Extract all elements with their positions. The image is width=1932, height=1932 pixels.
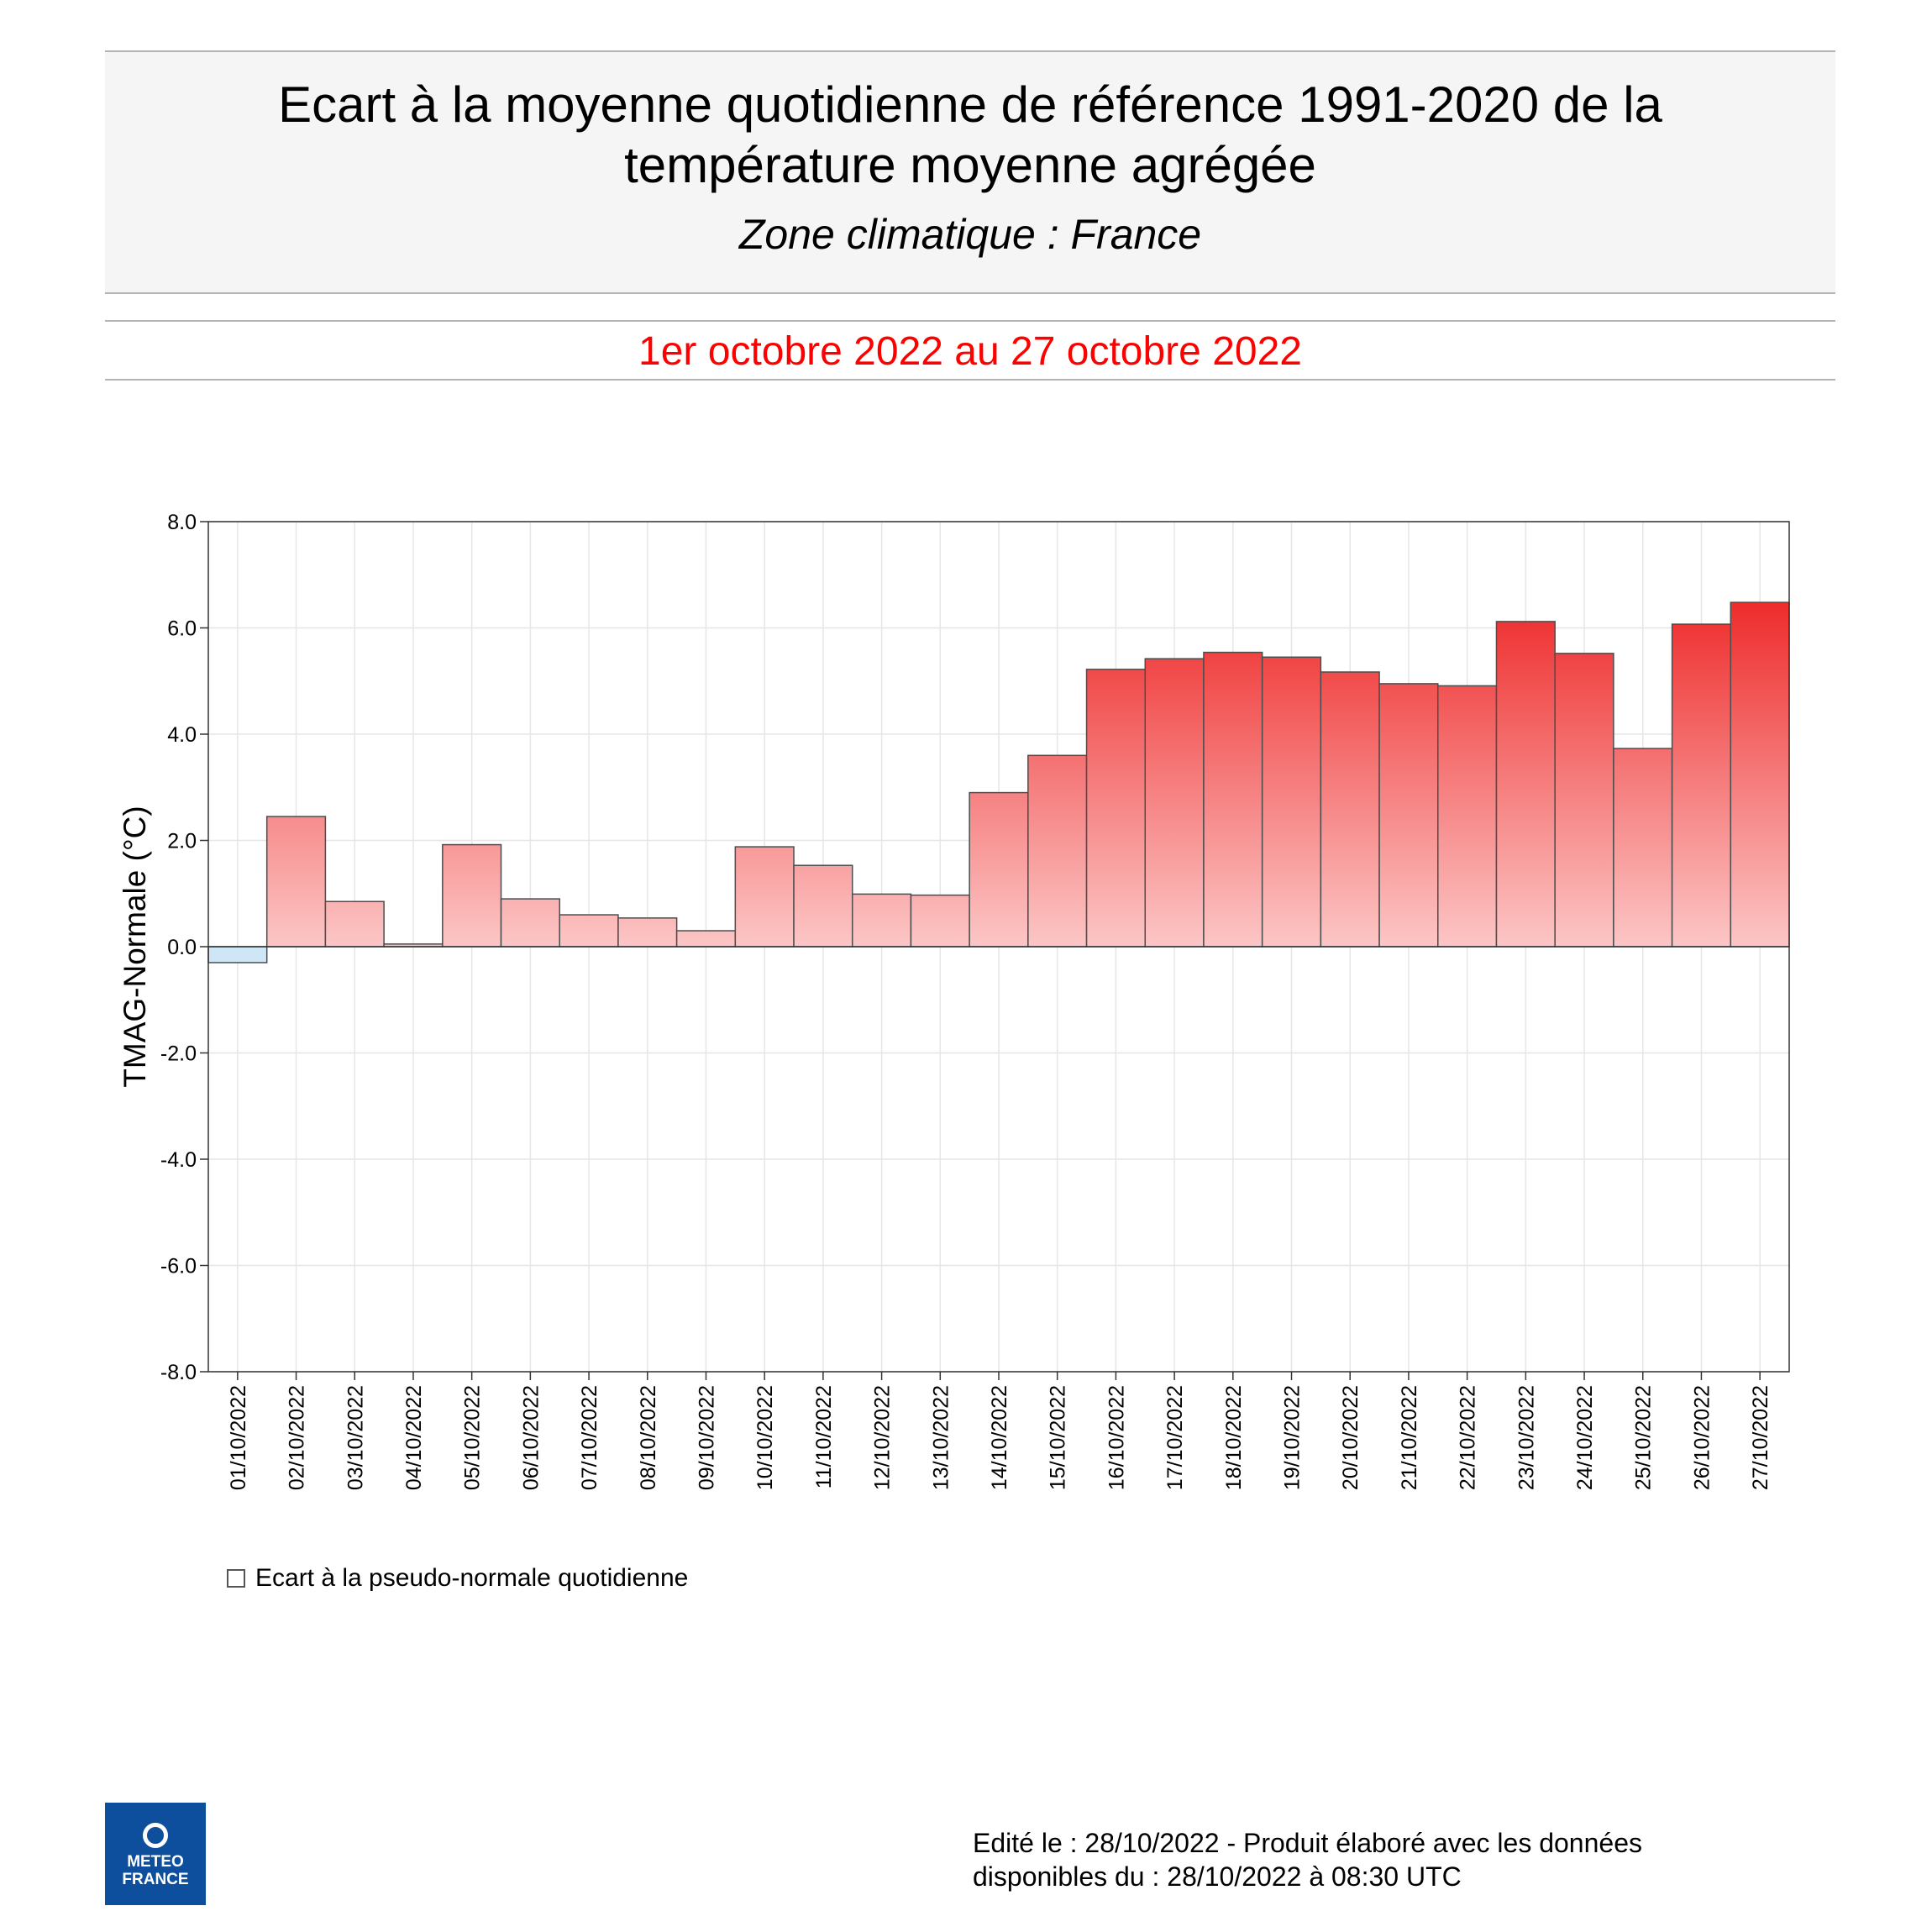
x-tick-label: 27/10/2022	[1749, 1385, 1772, 1490]
y-tick-label: 2.0	[167, 830, 197, 853]
bar	[324, 900, 385, 948]
bar	[1613, 748, 1673, 948]
x-tick-label: 12/10/2022	[871, 1385, 895, 1490]
bar	[265, 816, 327, 948]
bar	[617, 917, 678, 948]
legend-label: Ecart à la pseudo-normale quotidienne	[255, 1564, 689, 1592]
logo-text-line1: METEO	[127, 1853, 184, 1871]
period-label: 1er octobre 2022 au 27 octobre 2022	[638, 329, 1302, 374]
meteo-france-logo: METEO FRANCE	[105, 1803, 206, 1905]
logo-text-line2: FRANCE	[122, 1871, 189, 1888]
x-tick-label: 10/10/2022	[753, 1385, 777, 1490]
x-tick-label: 06/10/2022	[519, 1385, 543, 1490]
bar	[1320, 671, 1380, 948]
x-tick-label: 05/10/2022	[461, 1385, 485, 1490]
x-tick-label: 16/10/2022	[1105, 1385, 1128, 1490]
title-box: Ecart à la moyenne quotidienne de référe…	[105, 50, 1835, 294]
x-tick-label: 07/10/2022	[578, 1385, 601, 1490]
x-tick-label: 23/10/2022	[1515, 1385, 1538, 1490]
y-tick-label: 6.0	[167, 617, 197, 641]
legend-swatch	[227, 1569, 245, 1588]
chart-subtitle: Zone climatique : France	[738, 211, 1202, 258]
bar	[1437, 685, 1498, 948]
legend: Ecart à la pseudo-normale quotidienne	[227, 1564, 688, 1593]
bar	[1554, 653, 1614, 948]
y-tick-label: -6.0	[160, 1255, 197, 1278]
bar	[500, 898, 560, 948]
x-tick-label: 18/10/2022	[1222, 1385, 1246, 1490]
bar	[675, 930, 737, 948]
x-tick-label: 14/10/2022	[988, 1385, 1011, 1490]
bar	[1495, 621, 1556, 948]
x-tick-label: 03/10/2022	[344, 1385, 367, 1490]
bar	[1671, 623, 1732, 948]
x-tick-label: 20/10/2022	[1339, 1385, 1362, 1490]
footer-line1: Edité le : 28/10/2022 - Produit élaboré …	[973, 1828, 1642, 1858]
y-tick-label: -8.0	[160, 1361, 197, 1384]
x-tick-label: 25/10/2022	[1632, 1385, 1656, 1490]
bar	[207, 946, 268, 963]
bar	[1085, 669, 1147, 948]
bar	[734, 846, 795, 948]
axis-layer: 8.0 6.0 4.0 2.0 0.0 -2.0 -4.0 -6.0 -8.0 01/10/202…	[118, 511, 1790, 1490]
x-tick-label: 09/10/2022	[695, 1385, 718, 1490]
bar	[1378, 683, 1439, 948]
bar	[793, 864, 853, 948]
x-tick-label: 02/10/2022	[286, 1385, 309, 1490]
x-tick-label: 26/10/2022	[1690, 1385, 1714, 1490]
bars-layer	[207, 601, 1790, 963]
x-tick-label: 08/10/2022	[637, 1385, 660, 1490]
period-box: 1er octobre 2022 au 27 octobre 2022	[105, 320, 1835, 381]
x-tick-label: 17/10/2022	[1163, 1385, 1187, 1490]
bar	[851, 893, 912, 948]
y-axis-label: TMAG-Normale (°C)	[118, 806, 152, 1087]
logo-icon	[143, 1823, 168, 1848]
x-tick-label: 15/10/2022	[1047, 1385, 1070, 1490]
y-tick-label: 4.0	[167, 723, 197, 747]
y-tick-label: -4.0	[160, 1148, 197, 1172]
y-tick-label: -2.0	[160, 1042, 197, 1066]
x-tick-label: 22/10/2022	[1457, 1385, 1480, 1490]
x-tick-label: 19/10/2022	[1281, 1385, 1305, 1490]
x-tick-label: 13/10/2022	[929, 1385, 953, 1490]
bar	[910, 894, 970, 948]
y-tick-label: 0.0	[167, 936, 197, 959]
bar	[442, 843, 502, 948]
bar	[1261, 656, 1322, 948]
chart-title-line2: température moyenne agrégée	[624, 137, 1316, 193]
x-tick-label: 01/10/2022	[227, 1385, 250, 1490]
bar	[1027, 754, 1088, 948]
x-tick-label: 04/10/2022	[402, 1385, 426, 1490]
bar	[969, 791, 1029, 948]
footer-note: Edité le : 28/10/2022 - Produit élaboré …	[973, 1826, 1642, 1893]
x-tick-label: 24/10/2022	[1573, 1385, 1597, 1490]
x-tick-label: 11/10/2022	[812, 1385, 836, 1488]
bar	[1203, 651, 1263, 948]
bar	[1730, 601, 1790, 948]
bar	[559, 914, 619, 948]
footer-line2: disponibles du : 28/10/2022 à 08:30 UTC	[973, 1861, 1462, 1892]
bar	[1144, 658, 1205, 948]
chart-title-line1: Ecart à la moyenne quotidienne de référe…	[278, 76, 1662, 133]
x-tick-label: 21/10/2022	[1398, 1385, 1421, 1490]
y-tick-label: 8.0	[167, 511, 197, 534]
